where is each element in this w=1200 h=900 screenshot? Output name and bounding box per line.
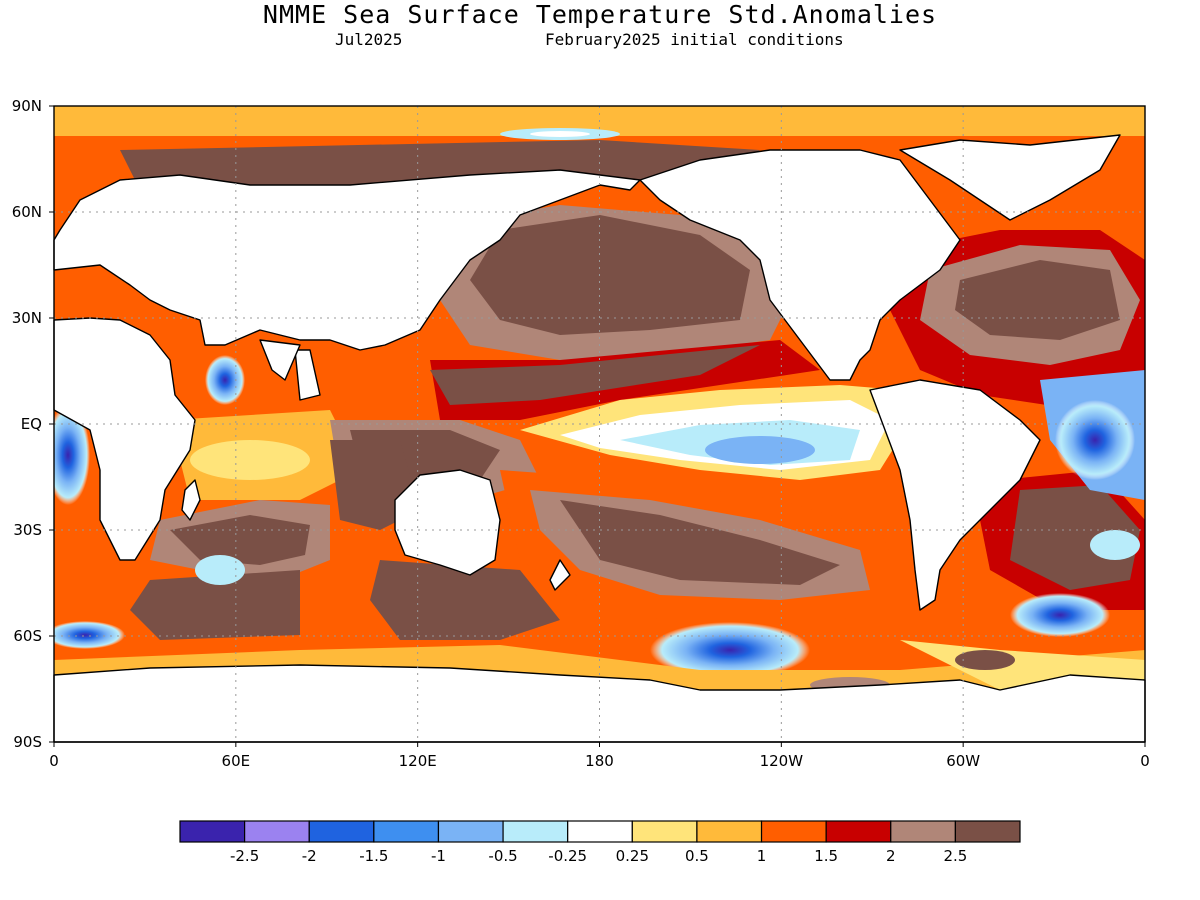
lat-tick-label: 90N <box>12 97 42 115</box>
lat-tick-label: EQ <box>21 415 42 433</box>
lat-tick-label: 30N <box>12 309 42 327</box>
colorbar-swatch <box>631 820 698 843</box>
map-title: NMME Sea Surface Temperature Std.Anomali… <box>262 0 938 29</box>
lon-tick-label: 0 <box>1140 752 1150 770</box>
initial-conditions: February2025 initial conditions <box>545 30 844 49</box>
colorbar-swatch <box>760 820 827 843</box>
colorbar-swatch <box>244 820 310 843</box>
lat-tick-label: 30S <box>13 521 42 539</box>
colorbar-tick-label: -0.5 <box>488 847 517 865</box>
colorbar-tick-label: -2.5 <box>230 847 259 865</box>
colorbar-tick-label: -1 <box>431 847 446 865</box>
forecast-month: Jul2025 <box>335 30 403 49</box>
colorbar-tick-label: -1.5 <box>359 847 388 865</box>
colorbar-tick-label: 2 <box>886 847 896 865</box>
colorbar-swatch <box>696 820 763 843</box>
colorbar-swatch <box>825 820 892 843</box>
colorbar-swatch <box>502 820 569 843</box>
colorbar-swatch <box>308 820 375 843</box>
land-mask <box>53 134 1146 743</box>
lat-tick-label: 60S <box>13 627 42 645</box>
lon-tick-label: 0 <box>49 752 59 770</box>
colorbar-swatch <box>437 820 504 843</box>
lat-tick-label: 90S <box>13 733 42 751</box>
colorbar-swatch <box>567 820 633 843</box>
colorbar-tick-label: 0.25 <box>616 847 649 865</box>
colorbar-swatch <box>179 820 246 843</box>
colorbar-swatch <box>373 820 440 843</box>
colorbar-swatch <box>890 820 956 843</box>
colorbar: -2.5 -2 -1.5 -1 -0.5 -0.25 0.25 0.5 1 1.5 2 2.5 <box>179 820 1021 865</box>
graticule <box>54 106 1145 742</box>
colorbar-tick-label: 0.5 <box>685 847 709 865</box>
colorbar-tick-label: 1 <box>757 847 767 865</box>
lon-tick-label: 60W <box>946 752 980 770</box>
lon-tick-label: 60E <box>222 752 251 770</box>
colorbar-tick-label: 2.5 <box>943 847 967 865</box>
lon-tick-label: 180 <box>585 752 614 770</box>
axis-labels: 90N 60N 30N EQ 30S 60S 90S 0 60E 120E 180 120W 60W 0 <box>12 97 1150 770</box>
colorbar-tick-label: -0.25 <box>548 847 587 865</box>
lat-tick-label: 60N <box>12 203 42 221</box>
lon-tick-label: 120E <box>399 752 437 770</box>
colorbar-tick-label: -2 <box>302 847 317 865</box>
colorbar-tick-label: 1.5 <box>814 847 838 865</box>
lon-tick-label: 120W <box>760 752 804 770</box>
colorbar-swatch <box>954 820 1021 843</box>
